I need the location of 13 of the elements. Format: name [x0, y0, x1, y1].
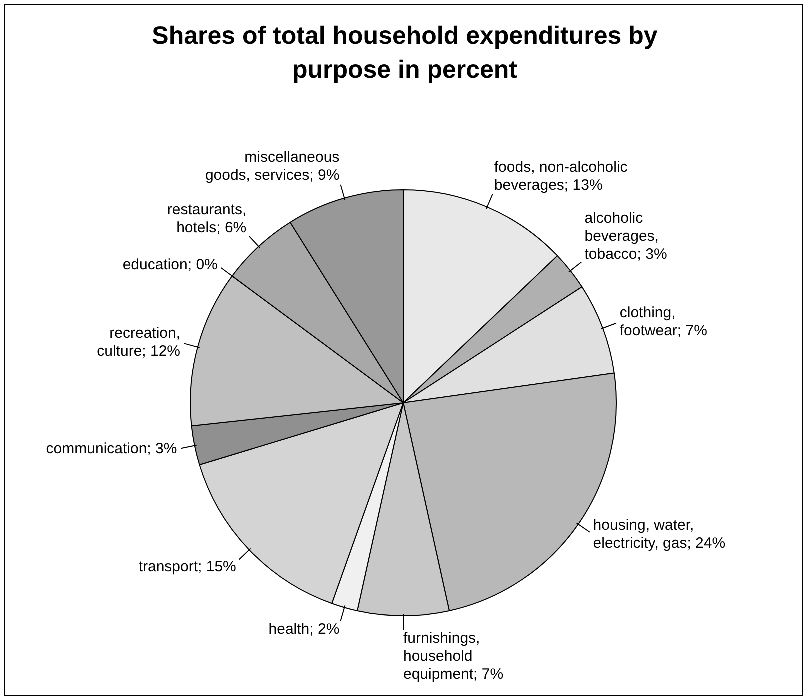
slice-label: alcoholic beverages, tobacco; 3%	[584, 210, 668, 263]
slice-label: restaurants, hotels; 6%	[167, 202, 247, 237]
slice-label: clothing, footwear; 7%	[620, 304, 708, 340]
slice-label: communication; 3%	[46, 440, 178, 458]
slice-label: recreation, culture; 12%	[97, 324, 181, 360]
slice-label: transport; 15%	[138, 558, 236, 576]
slice-label: housing, water, electricity, gas; 24%	[593, 516, 726, 552]
chart-title: Shares of total household expenditures by purpose in percent	[151, 21, 659, 86]
legend-label: education; 0%	[122, 256, 218, 274]
slice-label: foods, non-alcoholic beverages; 13%	[494, 158, 628, 194]
slice-label: health; 2%	[268, 621, 340, 638]
slice-label: furnishings, household equipment; 7%	[404, 630, 504, 684]
slice-label: miscellaneous goods, services; 9%	[205, 149, 340, 184]
